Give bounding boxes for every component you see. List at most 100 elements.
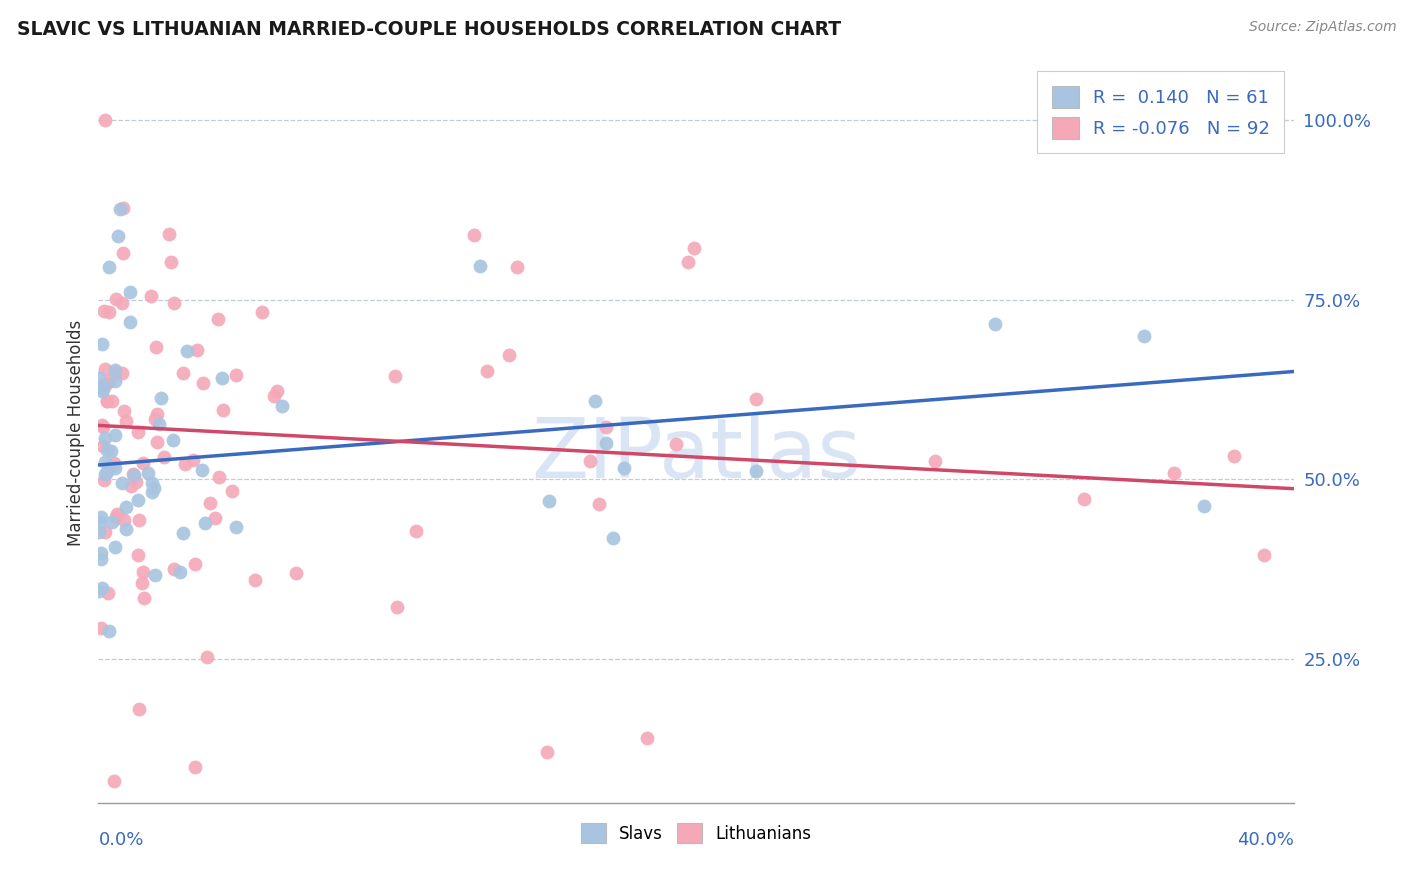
Point	[225, 368, 247, 383]
Point	[127, 425, 149, 439]
Point	[595, 419, 617, 434]
Text: 40.0%: 40.0%	[1237, 830, 1294, 848]
Point	[91, 418, 114, 433]
Point	[172, 366, 194, 380]
Point	[105, 508, 128, 522]
Point	[183, 452, 205, 467]
Point	[89, 371, 111, 385]
Point	[91, 336, 114, 351]
Point	[107, 229, 129, 244]
Point	[111, 475, 134, 490]
Point	[132, 456, 155, 470]
Text: ZIPatlas: ZIPatlas	[531, 414, 860, 495]
Point	[103, 456, 125, 470]
Point	[94, 376, 117, 391]
Point	[145, 340, 167, 354]
Point	[636, 731, 658, 745]
Point	[104, 366, 127, 380]
Point	[1253, 548, 1275, 562]
Point	[112, 513, 135, 527]
Point	[96, 442, 118, 457]
Point	[682, 242, 704, 256]
Point	[225, 520, 247, 534]
Point	[162, 296, 184, 310]
Point	[537, 493, 560, 508]
Point	[94, 361, 117, 376]
Text: Source: ZipAtlas.com: Source: ZipAtlas.com	[1249, 20, 1396, 34]
Point	[595, 436, 617, 450]
Point	[506, 260, 529, 274]
Point	[104, 460, 127, 475]
Point	[91, 581, 114, 595]
Point	[141, 288, 163, 302]
Point	[100, 515, 122, 529]
Point	[583, 393, 606, 408]
Point	[157, 227, 180, 241]
Point	[131, 576, 153, 591]
Point	[148, 417, 170, 431]
Point	[90, 510, 112, 524]
Point	[169, 565, 191, 579]
Point	[1073, 492, 1095, 507]
Point	[118, 285, 141, 300]
Point	[100, 444, 122, 458]
Point	[1223, 450, 1246, 464]
Point	[90, 621, 112, 635]
Point	[221, 484, 243, 499]
Point	[613, 460, 636, 475]
Point	[200, 496, 222, 510]
Point	[183, 760, 205, 774]
Point	[90, 384, 112, 399]
Point	[101, 394, 124, 409]
Point	[141, 475, 163, 490]
Point	[475, 363, 498, 377]
Point	[141, 484, 163, 499]
Point	[91, 378, 114, 392]
Point	[98, 304, 121, 318]
Point	[89, 516, 111, 530]
Point	[208, 470, 231, 484]
Point	[110, 202, 132, 217]
Point	[463, 227, 485, 242]
Point	[94, 432, 117, 446]
Point	[195, 649, 218, 664]
Point	[128, 702, 150, 716]
Point	[1192, 500, 1215, 514]
Point	[405, 524, 427, 538]
Point	[207, 312, 229, 326]
Point	[91, 420, 114, 434]
Text: 0.0%: 0.0%	[98, 830, 143, 848]
Point	[146, 407, 169, 421]
Point	[588, 497, 610, 511]
Point	[127, 492, 149, 507]
Point	[186, 343, 208, 357]
Point	[122, 467, 145, 481]
Point	[112, 246, 135, 260]
Point	[103, 774, 125, 789]
Point	[104, 540, 127, 554]
Point	[111, 296, 134, 310]
Point	[93, 467, 115, 482]
Point	[252, 304, 274, 318]
Point	[100, 458, 122, 473]
Point	[104, 292, 127, 306]
Point	[579, 454, 602, 468]
Point	[96, 465, 118, 479]
Point	[385, 599, 409, 614]
Point	[191, 376, 214, 390]
Point	[745, 392, 768, 406]
Point	[498, 348, 520, 362]
Point	[112, 404, 135, 418]
Point	[384, 369, 406, 384]
Point	[924, 454, 946, 468]
Point	[93, 473, 115, 487]
Point	[266, 384, 288, 399]
Point	[96, 394, 118, 409]
Text: SLAVIC VS LITHUANIAN MARRIED-COUPLE HOUSEHOLDS CORRELATION CHART: SLAVIC VS LITHUANIAN MARRIED-COUPLE HOUS…	[17, 20, 841, 38]
Point	[468, 259, 491, 273]
Y-axis label: Married-couple Households: Married-couple Households	[66, 319, 84, 546]
Point	[136, 466, 159, 480]
Point	[665, 437, 688, 451]
Point	[105, 510, 128, 524]
Point	[96, 394, 118, 409]
